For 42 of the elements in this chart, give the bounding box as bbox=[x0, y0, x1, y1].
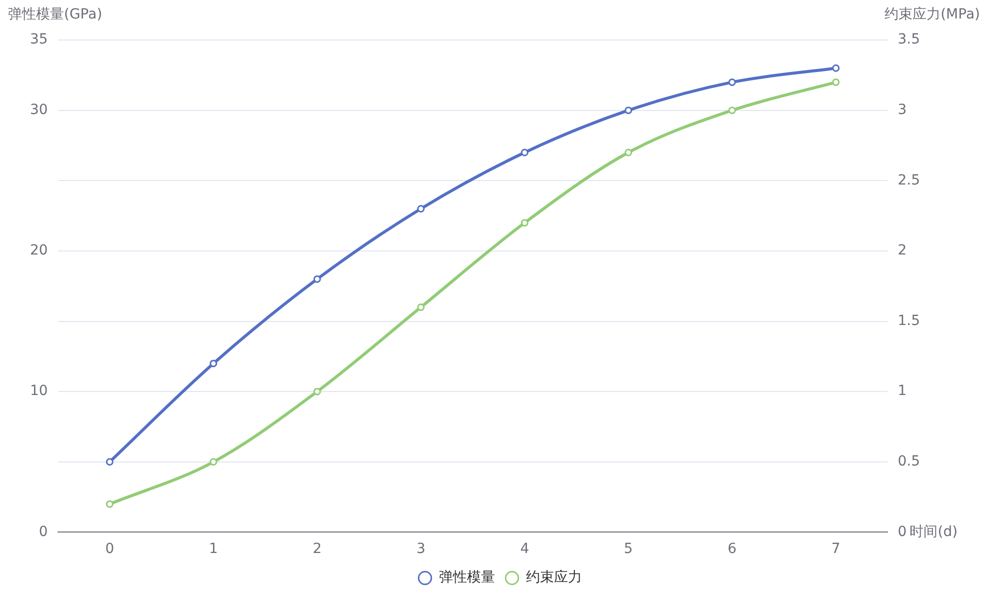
y2-tick-label: 0.5 bbox=[898, 454, 920, 470]
point bbox=[728, 78, 736, 86]
y-tick-label: 10 bbox=[30, 383, 48, 400]
point bbox=[520, 219, 528, 227]
y-axis-title: 弹性模量(GPa) bbox=[8, 6, 102, 23]
legend-label: 弹性模量 bbox=[439, 570, 495, 586]
x-tick-label: 5 bbox=[624, 541, 633, 558]
legend-label: 约束应力 bbox=[526, 570, 582, 586]
point bbox=[728, 106, 736, 114]
point bbox=[210, 458, 218, 466]
y-tick-label: 20 bbox=[30, 242, 48, 259]
point bbox=[106, 458, 114, 466]
y2-axis-title: 约束应力(MPa) bbox=[884, 6, 980, 23]
point bbox=[417, 205, 425, 213]
x-tick-label: 2 bbox=[312, 541, 322, 558]
y-tick-label: 35 bbox=[30, 32, 48, 48]
point bbox=[832, 78, 840, 86]
point bbox=[624, 106, 632, 114]
y2-tick-label: 2.5 bbox=[898, 172, 920, 188]
point bbox=[210, 360, 218, 368]
x-tick-label: 4 bbox=[520, 541, 530, 558]
y2-tick-label: 1.5 bbox=[898, 312, 920, 329]
x-tick-label: 3 bbox=[416, 541, 426, 558]
point bbox=[624, 148, 632, 156]
x-axis-title: 时间(d) bbox=[910, 524, 958, 540]
y-tick-label: 30 bbox=[30, 102, 48, 118]
y-tick-label: 0 bbox=[38, 524, 48, 540]
point bbox=[832, 64, 840, 72]
y2-tick-label: 0 bbox=[898, 524, 907, 540]
point bbox=[417, 303, 425, 311]
x-tick-label: 7 bbox=[831, 541, 840, 558]
point bbox=[313, 275, 321, 283]
x-tick-label: 6 bbox=[728, 541, 737, 558]
x-tick-label: 0 bbox=[105, 541, 114, 558]
y2-tick-label: 3 bbox=[898, 102, 907, 118]
x-tick-label: 1 bbox=[208, 541, 218, 558]
point bbox=[106, 500, 114, 508]
point bbox=[520, 148, 528, 156]
y2-tick-label: 2 bbox=[898, 242, 907, 259]
y2-tick-label: 1 bbox=[898, 383, 907, 400]
y2-tick-label: 3.5 bbox=[898, 32, 920, 48]
point bbox=[313, 388, 321, 396]
